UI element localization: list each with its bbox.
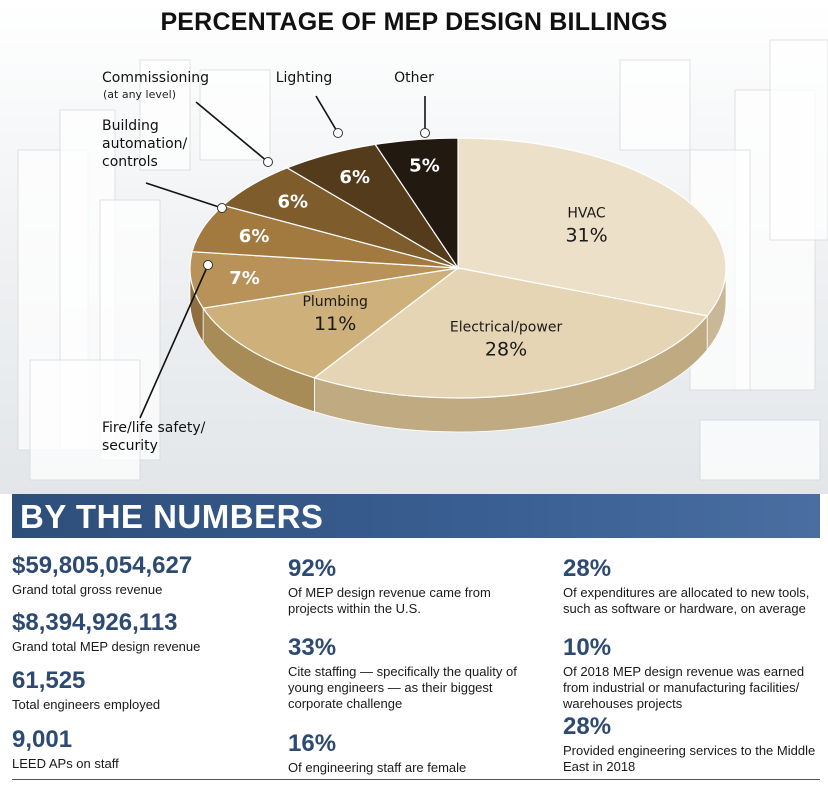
slice-percent-label: 6% [339,167,370,188]
slice-percent-label: 28% [485,339,527,361]
stat-value: 10% [563,634,612,661]
stat-description: Of 2018 MEP design revenue was earned fr… [563,664,805,711]
stat-description: Grand total gross revenue [12,582,163,597]
pie-slice-other [374,137,459,270]
stat-description: Provided engineering services to the Mid… [563,743,816,774]
stat-staffing-challenge: 33% Cite staffing — specifically the qua… [288,634,538,712]
stat-value: 16% [288,730,337,757]
slice-external-label: controls [102,154,158,170]
stat-value: $8,394,926,113 [12,609,178,636]
leader-line [195,101,269,163]
slice-external-label: Lighting [276,70,333,86]
stat-female-staff: 16% Of engineering staff are female [288,730,533,776]
stat-leed-aps: 9,001 LEED APs on staff [12,726,262,772]
pie-slice-plumbing [202,267,459,379]
slice-external-label: Other [394,70,434,86]
slice-percent-label: 7% [229,268,260,289]
chart-panel: HVAC 31% Electrical/power 28% Plumbing 11% 7% 6… [0,0,828,494]
slice-external-label: automation/ [102,136,188,152]
leader-dot [420,128,430,138]
slice-external-label: Fire/life safety/ [102,420,206,436]
slice-external-label: security [102,438,158,454]
slice-percent-label: 31% [565,225,607,247]
stat-description: Of MEP design revenue came from projects… [288,585,491,616]
slice-percent-label: 6% [278,192,309,213]
stat-value: 92% [288,555,337,582]
stat-value: 9,001 [12,726,73,753]
building-shape [29,359,141,481]
stat-description: Grand total MEP design revenue [12,639,201,654]
stat-description: Cite staffing — specifically the quality… [288,664,517,711]
stat-expenditures: 28% Of expenditures are allocated to new… [563,555,818,617]
slice-external-label: Building [102,118,159,134]
banner-title: BY THE NUMBERS [20,498,324,535]
slice-external-sublabel: (at any level) [103,88,176,101]
leader-dot [263,157,273,167]
stat-industrial-revenue: 10% Of 2018 MEP design revenue was earne… [563,634,818,712]
leader-line [315,95,339,134]
slice-name-label: HVAC [567,206,606,222]
building-shape [619,59,691,151]
stat-description: Of expenditures are allocated to new too… [563,585,810,616]
stat-value: $59,805,054,627 [12,552,193,579]
stat-value: 33% [288,634,337,661]
stat-gross-revenue: $59,805,054,627 Grand total gross revenu… [12,552,262,598]
leader-dot [203,260,213,270]
stat-us-projects: 92% Of MEP design revenue came from proj… [288,555,533,617]
chart-title: PERCENTAGE OF MEP DESIGN BILLINGS [160,8,668,36]
leader-line [145,182,223,209]
building-shape [769,39,828,241]
pie-slice-fire-life-safety-security [189,251,459,309]
slice-external-label: Commissioning [102,70,209,86]
pie-slice-electrical-power [313,267,709,399]
pie-chart: HVAC 31% Electrical/power 28% Plumbing 11% 7% 6… [17,39,828,481]
bottom-rule [12,779,820,780]
stat-middle-east: 28% Provided engineering services to the… [563,713,818,775]
leader-line [139,264,209,419]
building-shape [699,419,821,481]
slice-percent-label: 11% [314,313,356,335]
stat-mep-revenue: $8,394,926,113 Grand total MEP design re… [12,609,262,655]
stat-description: LEED APs on staff [12,756,119,771]
leader-dot [333,128,343,138]
slice-percent-label: 6% [239,226,270,247]
by-the-numbers-banner: BY THE NUMBERS [12,494,820,538]
stat-engineers-employed: 61,525 Total engineers employed [12,667,262,713]
stat-value: 28% [563,713,612,740]
stat-description: Of engineering staff are female [288,760,467,775]
stat-value: 28% [563,555,612,582]
pie-slice-hvac [457,137,727,317]
stat-description: Total engineers employed [12,697,161,712]
leader-dot [217,203,227,213]
stat-value: 61,525 [12,667,86,694]
building-shape [139,59,191,171]
slice-percent-label: 5% [409,155,440,176]
slice-name-label: Electrical/power [450,320,563,336]
slice-name-label: Plumbing [302,294,367,310]
building-backdrop [17,39,828,481]
